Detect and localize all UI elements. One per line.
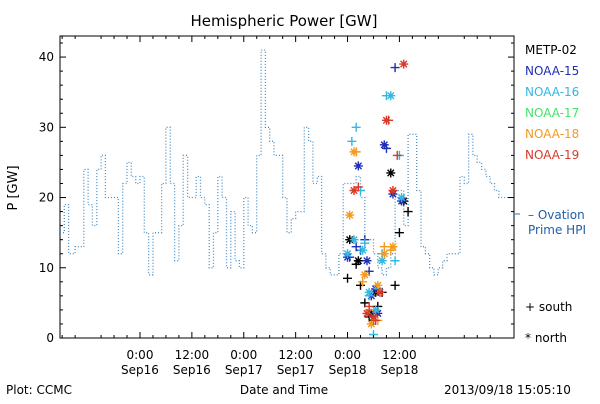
data-point-north [386, 91, 396, 101]
data-point-north [399, 59, 409, 69]
data-point-south [347, 136, 357, 146]
ovation-legend-line1: – Ovation [528, 208, 585, 222]
data-point-north [349, 147, 359, 157]
legend-item: NOAA-15 [525, 64, 579, 78]
ovation-line [60, 49, 514, 276]
y-tick-label: 20 [39, 191, 54, 205]
data-point-north [362, 308, 372, 318]
y-ticks: 0 10 20 30 40 [39, 42, 514, 345]
data-point-north [397, 193, 407, 203]
data-point-south [394, 228, 404, 238]
data-point-north [388, 186, 398, 196]
x-tick-time: 12:00 [175, 348, 210, 362]
legend: METP-02 NOAA-15 NOAA-16 NOAA-17 NOAA-18 NOAA-… [525, 43, 579, 162]
x-tick-time: 12:00 [278, 348, 313, 362]
x-ticks: 0:00Sep1612:00Sep160:00Sep1712:00Sep170:… [61, 36, 491, 377]
x-tick-date: Sep16 [121, 363, 159, 377]
legend-item: NOAA-16 [525, 85, 579, 99]
chart-title: Hemispheric Power [GW] [191, 12, 378, 30]
data-point-north [368, 312, 378, 322]
data-point-south [390, 256, 400, 266]
data-point-north [343, 249, 353, 259]
ovation-legend: – Ovation Prime HPI [514, 208, 586, 237]
data-point-south [351, 122, 361, 132]
x-tick-date: Sep18 [329, 363, 367, 377]
data-point-north [366, 319, 376, 329]
x-tick-time: 12:00 [382, 348, 417, 362]
data-point-south [390, 280, 400, 290]
data-point-north [353, 256, 363, 266]
data-point-north [364, 287, 374, 297]
data-point-south [364, 301, 374, 311]
symbol-key: + south * north [525, 300, 572, 345]
symbol-key-north: * north [525, 331, 567, 345]
data-point-south [392, 150, 402, 160]
data-point-north [345, 210, 355, 220]
data-point-north [358, 245, 368, 255]
data-point-north [386, 168, 396, 178]
ovation-layer [60, 49, 514, 276]
data-point-south [390, 63, 400, 73]
data-point-north [353, 161, 363, 171]
legend-item: METP-02 [525, 43, 577, 57]
symbol-key-south: + south [525, 300, 572, 314]
data-point-north [349, 186, 359, 196]
data-point-north [362, 256, 372, 266]
x-tick-time: 0:00 [230, 348, 257, 362]
y-tick-label: 10 [39, 261, 54, 275]
y-axis-label: P [GW] [6, 165, 21, 210]
data-point-north [388, 242, 398, 252]
plot-frame [59, 35, 515, 339]
x-tick-date: Sep18 [380, 363, 418, 377]
data-point-south [358, 277, 368, 287]
x-tick-date: Sep17 [225, 363, 263, 377]
data-point-south [343, 273, 353, 283]
data-point-north [377, 256, 387, 266]
data-point-north [375, 287, 385, 297]
data-point-north [349, 235, 359, 245]
footer-source: Plot: CCMC [6, 383, 72, 397]
data-point-north [371, 305, 381, 315]
legend-item: NOAA-19 [525, 148, 579, 162]
legend-item: NOAA-17 [525, 106, 579, 120]
x-tick-date: Sep17 [277, 363, 315, 377]
legend-item: NOAA-18 [525, 127, 579, 141]
data-point-north [379, 140, 389, 150]
data-point-north [373, 280, 383, 290]
data-point-north [379, 249, 389, 259]
x-tick-time: 0:00 [127, 348, 154, 362]
data-point-south [403, 207, 413, 217]
y-tick-label: 30 [39, 120, 54, 134]
x-tick-date: Sep16 [173, 363, 211, 377]
x-tick-time: 0:00 [334, 348, 361, 362]
ovation-legend-line2: Prime HPI [528, 223, 586, 237]
data-point-north [360, 270, 370, 280]
y-tick-label: 0 [46, 331, 54, 345]
data-point-north [381, 115, 391, 125]
points-layer [343, 59, 413, 339]
x-axis-label: Date and Time [240, 383, 328, 397]
data-point-north [373, 308, 383, 318]
y-tick-label: 40 [39, 50, 54, 64]
data-point-south [360, 238, 370, 248]
footer-timestamp: 2013/09/18 15:05:10 [444, 383, 571, 397]
